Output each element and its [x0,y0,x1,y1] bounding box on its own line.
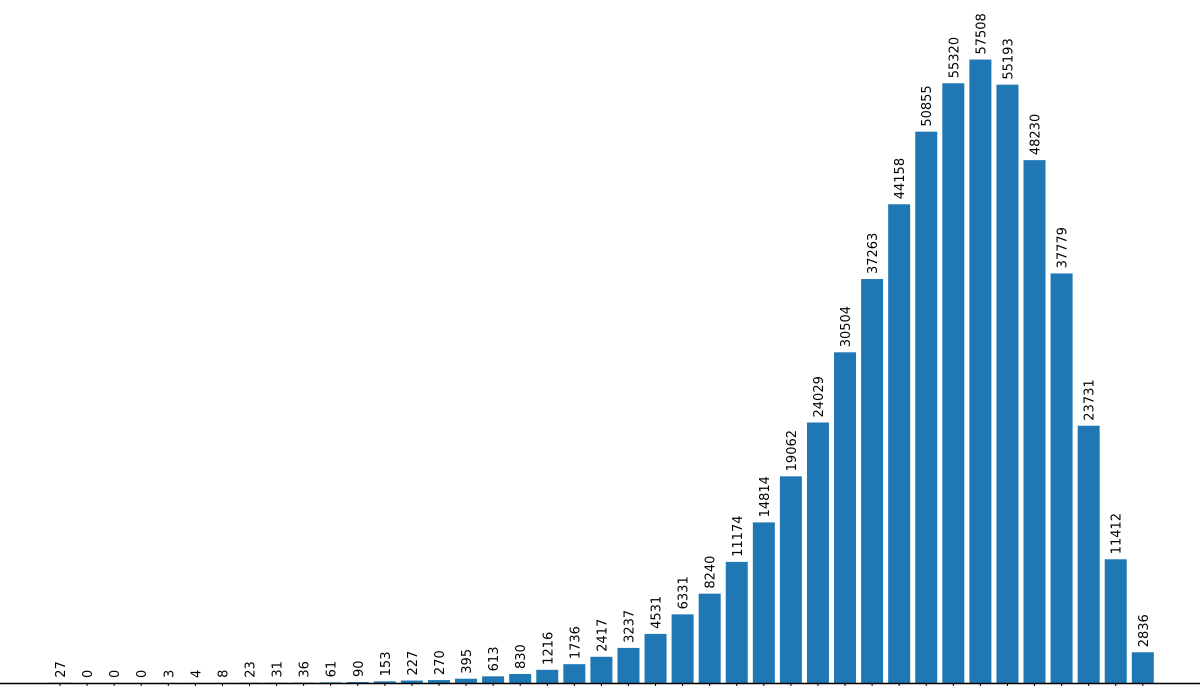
data-label: 31 [271,661,286,678]
data-label: 0 [135,670,150,678]
data-label: 36 [298,661,313,678]
bar [1050,273,1073,683]
bar [455,678,478,683]
data-label: 44158 [893,158,908,199]
bar [400,680,423,683]
bar [346,682,369,683]
data-label: 0 [108,670,123,678]
bar [806,422,829,683]
bar [319,682,342,683]
data-label: 830 [514,644,529,669]
bar [536,669,559,683]
data-label: 6331 [677,576,692,609]
bar [590,656,613,683]
bar [671,614,694,683]
data-label: 37263 [866,233,881,274]
x-ticks [59,683,1144,686]
data-label: 90 [352,660,367,677]
data-label: 1216 [541,632,556,665]
data-label: 19062 [785,430,800,471]
bar [915,131,938,683]
data-label: 4 [189,670,204,678]
data-label: 3 [162,670,177,678]
bar [1131,652,1154,683]
bar [996,84,1019,683]
data-label: 8 [216,670,231,678]
bar [427,680,450,683]
bar [698,593,721,683]
bar [779,476,802,683]
data-label: 61 [325,661,340,678]
data-label: 11412 [1110,513,1125,554]
data-label: 613 [487,647,502,672]
data-labels: 27 0 0 0 3 4 8 23 31 36 61 90 153 227 270 395 613 830 1216… [54,13,1152,678]
data-label: 27 [54,661,69,678]
data-label: 2836 [1137,614,1152,647]
data-label: 30504 [839,306,854,347]
data-label: 2417 [595,619,610,652]
bar [725,561,748,683]
bar [1023,160,1046,683]
data-label: 24029 [812,376,827,417]
data-label: 57508 [974,13,989,54]
data-label: 23731 [1083,379,1098,420]
data-label: 23 [243,661,258,678]
data-label: 3237 [622,610,637,643]
bar [888,204,911,683]
data-label: 55320 [947,37,962,78]
bar [1077,425,1100,683]
data-label: 1736 [568,626,583,659]
bars [49,59,1154,683]
data-label: 227 [406,651,421,676]
data-label: 11174 [731,516,746,557]
bar [834,352,857,683]
data-label: 14814 [758,476,773,517]
data-label: 48230 [1029,114,1044,155]
bar [644,633,667,683]
bar [752,522,775,683]
bar [509,674,532,683]
bar [861,279,884,683]
bar [942,83,965,683]
data-label: 0 [81,670,96,678]
bar [373,681,396,683]
bar [563,664,586,683]
data-label: 50855 [920,85,935,126]
bar [1104,559,1127,683]
data-label: 4531 [650,596,665,629]
data-label: 153 [379,652,394,677]
bar [617,647,640,683]
data-label: 395 [460,649,475,674]
data-label: 37779 [1056,227,1071,268]
data-label: 55193 [1001,38,1016,79]
bar [969,59,992,683]
data-label: 270 [433,650,448,675]
data-label: 8240 [704,556,719,589]
bar [482,676,505,683]
